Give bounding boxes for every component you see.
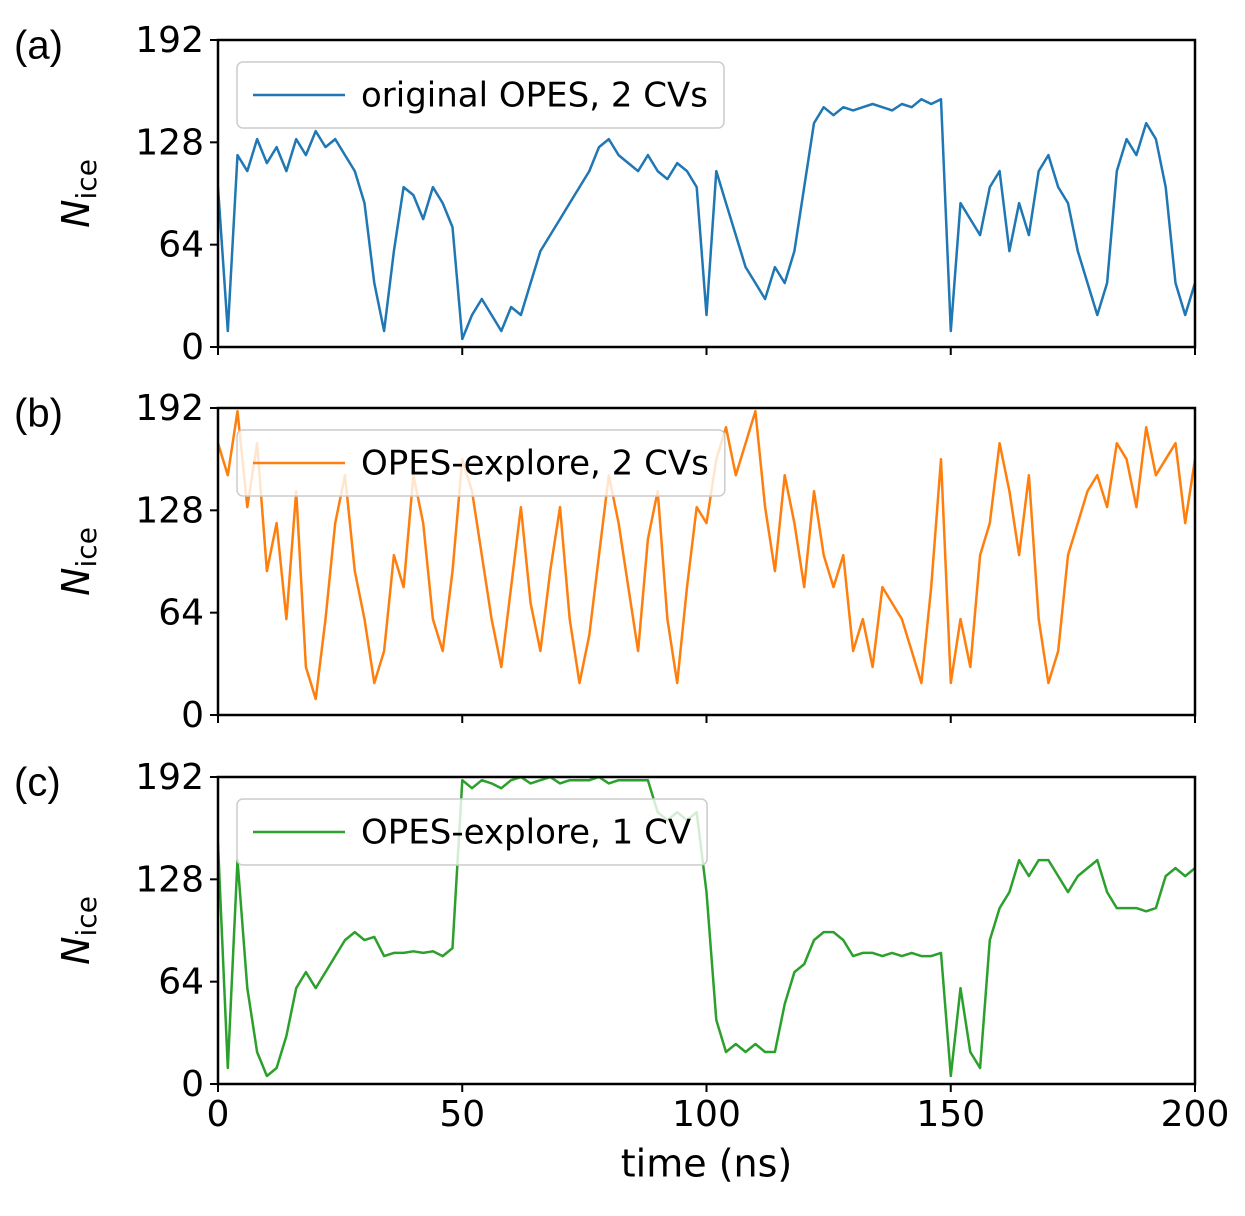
y-tick-label: 0 [181,695,204,736]
y-tick-label: 192 [135,20,204,61]
x-tick-label: 0 [207,1094,230,1135]
legend-box [236,61,725,129]
legend: OPES-explore, 2 CVs [236,429,726,497]
y-axis-label-sub: ice [70,159,103,199]
y-axis-label-main: N [54,936,98,964]
y-tick-label: 192 [135,388,204,429]
y-axis-label-sub: ice [70,896,103,936]
legend-box [236,429,726,497]
x-tick-label: 50 [439,1094,485,1135]
y-tick-label: 128 [135,490,204,531]
x-tick-label: 200 [1161,1094,1230,1135]
y-tick-label: 0 [181,327,204,368]
legend-label: OPES-explore, 1 CV [361,813,691,853]
legend-label: original OPES, 2 CVs [361,76,708,116]
x-tick-label: 150 [916,1094,985,1135]
y-axis-label-main: N [54,567,98,595]
legend-label: OPES-explore, 2 CVs [361,444,709,484]
y-tick-label: 192 [135,757,204,798]
data-line [218,409,1195,701]
y-tick-label: 128 [135,859,204,900]
y-axis-label: Nice [54,159,104,228]
data-line [218,777,1195,1078]
y-tick-label: 0 [181,1064,204,1105]
y-axis-label-sub: ice [70,527,103,567]
data-line [218,97,1195,341]
panel-label: (b) [14,392,63,436]
panel-label: (a) [14,24,63,68]
y-axis-label: Nice [54,896,104,965]
y-tick-label: 64 [158,593,204,634]
legend: OPES-explore, 1 CV [236,798,708,866]
y-axis-label: Nice [54,527,104,596]
legend: original OPES, 2 CVs [236,61,725,129]
y-tick-label: 128 [135,122,204,163]
x-tick-label: 100 [672,1094,741,1135]
x-axis-label: time (ns) [621,1142,792,1186]
legend-box [236,798,708,866]
y-axis-label-main: N [54,199,98,227]
y-tick-label: 64 [158,962,204,1003]
y-tick-label: 64 [158,225,204,266]
panel-label: (c) [14,761,61,805]
